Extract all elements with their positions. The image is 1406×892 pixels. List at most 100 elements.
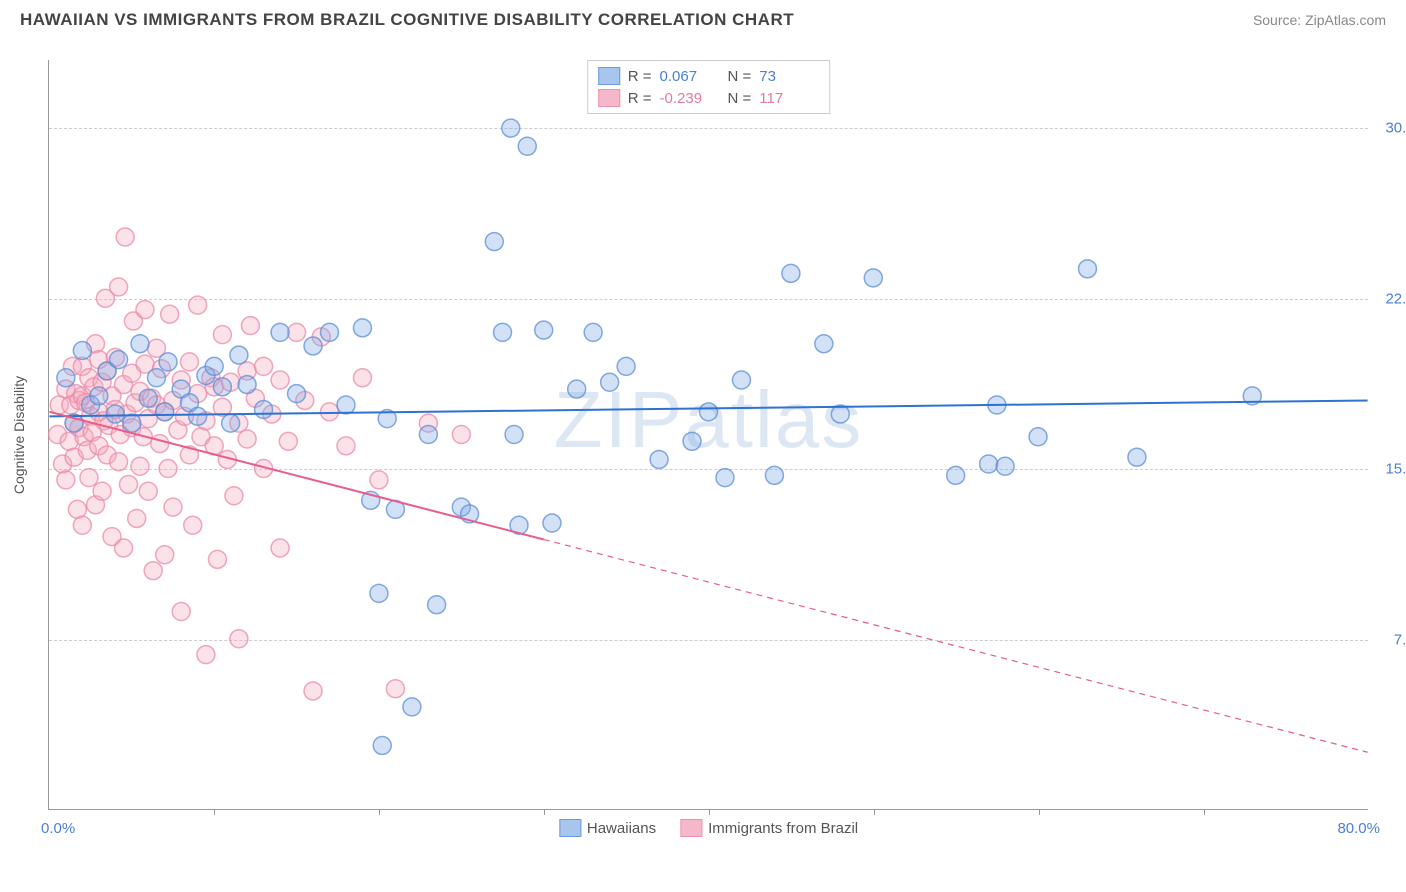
scatter-point-brazil [337, 437, 355, 455]
scatter-point-hawaiians [864, 269, 882, 287]
stats-legend-row-hawaiians: R = 0.067 N = 73 [598, 65, 820, 87]
scatter-point-brazil [189, 296, 207, 314]
scatter-point-hawaiians [90, 387, 108, 405]
n-value-brazil: 117 [759, 90, 819, 107]
scatter-point-hawaiians [419, 426, 437, 444]
scatter-point-hawaiians [57, 369, 75, 387]
scatter-point-hawaiians [683, 432, 701, 450]
scatter-point-hawaiians [782, 264, 800, 282]
scatter-point-hawaiians [543, 514, 561, 532]
n-label: N = [728, 68, 752, 85]
r-value-brazil: -0.239 [660, 90, 720, 107]
scatter-point-hawaiians [73, 342, 91, 360]
swatch-hawaiians-icon [598, 67, 620, 85]
scatter-point-hawaiians [815, 335, 833, 353]
scatter-point-hawaiians [271, 323, 289, 341]
x-tick [544, 809, 545, 815]
x-axis-min-label: 0.0% [41, 820, 75, 837]
scatter-point-brazil [213, 326, 231, 344]
chart-title: HAWAIIAN VS IMMIGRANTS FROM BRAZIL COGNI… [20, 10, 794, 30]
scatter-point-brazil [386, 680, 404, 698]
scatter-point-hawaiians [304, 337, 322, 355]
legend-label-brazil: Immigrants from Brazil [708, 820, 858, 837]
scatter-point-hawaiians [370, 584, 388, 602]
scatter-point-hawaiians [123, 414, 141, 432]
scatter-point-hawaiians [568, 380, 586, 398]
scatter-point-hawaiians [765, 466, 783, 484]
scatter-point-brazil [139, 482, 157, 500]
scatter-point-hawaiians [485, 233, 503, 251]
scatter-point-hawaiians [321, 323, 339, 341]
scatter-point-brazil [110, 453, 128, 471]
scatter-point-brazil [172, 603, 190, 621]
scatter-point-brazil [184, 516, 202, 534]
scatter-point-hawaiians [106, 405, 124, 423]
scatter-point-brazil [80, 469, 98, 487]
scatter-point-hawaiians [502, 119, 520, 137]
y-tick-label: 15.0% [1373, 461, 1406, 478]
scatter-point-hawaiians [494, 323, 512, 341]
x-tick [214, 809, 215, 815]
scatter-point-brazil [321, 403, 339, 421]
y-tick-label: 22.5% [1373, 290, 1406, 307]
plot-area: Cognitive Disability ZIPatlas 0.0% 80.0%… [48, 60, 1368, 810]
scatter-point-brazil [128, 509, 146, 527]
scatter-point-hawaiians [159, 353, 177, 371]
scatter-point-hawaiians [230, 346, 248, 364]
scatter-point-brazil [241, 317, 259, 335]
scatter-point-brazil [288, 323, 306, 341]
scatter-point-brazil [131, 457, 149, 475]
scatter-point-brazil [197, 646, 215, 664]
scatter-point-brazil [156, 546, 174, 564]
stats-legend-row-brazil: R = -0.239 N = 117 [598, 87, 820, 109]
series-legend: Hawaiians Immigrants from Brazil [559, 819, 858, 837]
scatter-point-hawaiians [238, 376, 256, 394]
x-axis-max-label: 80.0% [1337, 820, 1380, 837]
y-tick-label: 7.5% [1373, 631, 1406, 648]
scatter-point-hawaiians [373, 736, 391, 754]
scatter-point-hawaiians [255, 401, 273, 419]
x-tick [709, 809, 710, 815]
scatter-point-hawaiians [288, 385, 306, 403]
scatter-point-brazil [116, 228, 134, 246]
legend-item-brazil: Immigrants from Brazil [680, 819, 858, 837]
x-tick [874, 809, 875, 815]
r-label: R = [628, 68, 652, 85]
scatter-point-hawaiians [700, 403, 718, 421]
scatter-point-hawaiians [428, 596, 446, 614]
scatter-point-hawaiians [584, 323, 602, 341]
scatter-point-brazil [144, 562, 162, 580]
x-tick [379, 809, 380, 815]
scatter-point-brazil [353, 369, 371, 387]
scatter-point-brazil [255, 357, 273, 375]
scatter-point-brazil [57, 471, 75, 489]
swatch-brazil-icon [598, 89, 620, 107]
scatter-point-brazil [93, 482, 111, 500]
scatter-point-hawaiians [1079, 260, 1097, 278]
scatter-point-brazil [159, 460, 177, 478]
y-tick-label: 30.0% [1373, 120, 1406, 137]
scatter-point-brazil [271, 371, 289, 389]
scatter-point-hawaiians [110, 351, 128, 369]
scatter-point-brazil [151, 435, 169, 453]
scatter-point-brazil [452, 426, 470, 444]
scatter-point-hawaiians [131, 335, 149, 353]
scatter-point-hawaiians [601, 373, 619, 391]
source-label: Source: ZipAtlas.com [1253, 12, 1386, 28]
scatter-point-brazil [180, 353, 198, 371]
scatter-point-brazil [110, 278, 128, 296]
scatter-point-hawaiians [1029, 428, 1047, 446]
scatter-point-hawaiians [213, 378, 231, 396]
scatter-point-hawaiians [189, 407, 207, 425]
scatter-point-brazil [271, 539, 289, 557]
stats-legend: R = 0.067 N = 73 R = -0.239 N = 117 [587, 60, 831, 114]
scatter-point-hawaiians [139, 389, 157, 407]
scatter-point-brazil [225, 487, 243, 505]
scatter-point-brazil [370, 471, 388, 489]
x-tick [1039, 809, 1040, 815]
scatter-point-hawaiians [1128, 448, 1146, 466]
scatter-point-hawaiians [222, 414, 240, 432]
n-label: N = [728, 90, 752, 107]
legend-label-hawaiians: Hawaiians [587, 820, 656, 837]
legend-item-hawaiians: Hawaiians [559, 819, 656, 837]
